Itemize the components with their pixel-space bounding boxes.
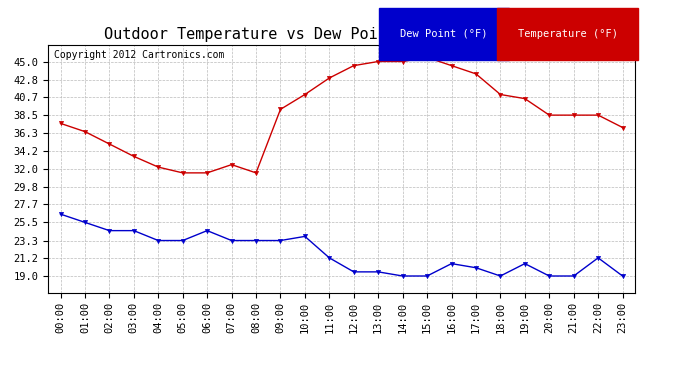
Text: Temperature (°F): Temperature (°F) xyxy=(518,29,618,39)
Title: Outdoor Temperature vs Dew Point (24 Hours) 20121027: Outdoor Temperature vs Dew Point (24 Hou… xyxy=(104,27,579,42)
Text: Dew Point (°F): Dew Point (°F) xyxy=(400,29,488,39)
Text: Copyright 2012 Cartronics.com: Copyright 2012 Cartronics.com xyxy=(55,50,224,60)
